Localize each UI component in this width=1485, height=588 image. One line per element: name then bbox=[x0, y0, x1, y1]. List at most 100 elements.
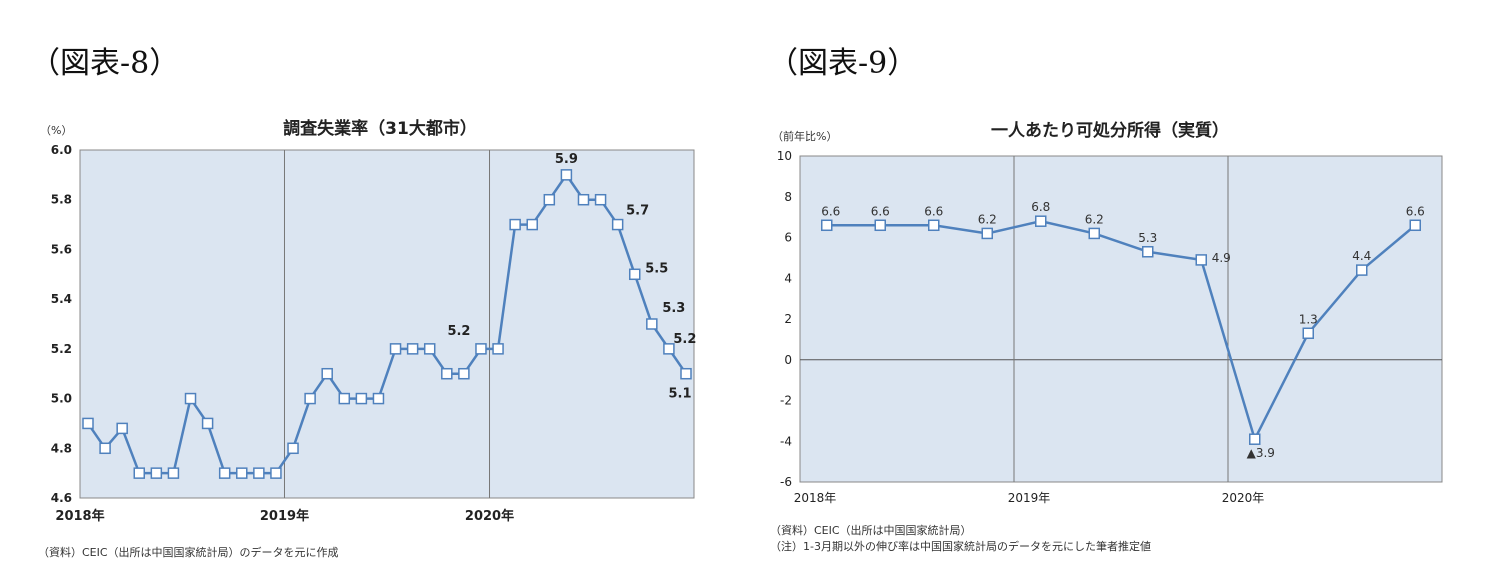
data-point bbox=[389, 343, 402, 355]
data-point bbox=[594, 193, 607, 206]
data-label: ▲3.9 bbox=[1247, 446, 1275, 460]
data-label: 6.2 bbox=[978, 212, 997, 226]
data-point bbox=[270, 467, 282, 479]
data-label: 5.9 bbox=[555, 152, 578, 167]
data-label: 6.8 bbox=[1031, 200, 1050, 214]
y-tick-label: 6.0 bbox=[51, 143, 72, 157]
data-point bbox=[577, 193, 590, 206]
x-tick-label: 2019年 bbox=[1008, 491, 1051, 505]
x-tick-label: 2018年 bbox=[794, 491, 837, 505]
data-point bbox=[1356, 264, 1368, 276]
data-label: 6.6 bbox=[821, 204, 840, 218]
data-label: 6.6 bbox=[871, 204, 890, 218]
data-point bbox=[1035, 215, 1047, 227]
unemployment-rate-chart: 調査失業率（31大都市） （%） 6.0 5.8 5.6 5.4 5.2 5.0 4.8 4.6 2… bbox=[40, 118, 696, 524]
y-tick-label: -6 bbox=[780, 475, 792, 489]
data-label: 5.2 bbox=[447, 324, 470, 339]
y-tick-label: 4.8 bbox=[51, 441, 72, 455]
data-point bbox=[99, 442, 111, 455]
data-point bbox=[218, 467, 231, 479]
y-tick-label: 5.6 bbox=[51, 242, 72, 256]
data-point bbox=[1142, 246, 1154, 258]
y-tick-label: 0 bbox=[784, 353, 792, 367]
data-point bbox=[628, 268, 641, 281]
data-point bbox=[1195, 254, 1207, 266]
data-point bbox=[560, 169, 573, 181]
data-point bbox=[1302, 327, 1314, 340]
data-label: 4.4 bbox=[1352, 249, 1371, 263]
data-point bbox=[184, 392, 197, 405]
data-point bbox=[372, 392, 385, 405]
data-point bbox=[981, 227, 993, 240]
data-label: 1.3 bbox=[1299, 312, 1318, 326]
y-tick-label: 5.0 bbox=[51, 392, 72, 406]
data-label: 6.6 bbox=[924, 204, 943, 218]
chart-title: 調査失業率（31大都市） bbox=[283, 118, 477, 139]
y-tick-label: 8 bbox=[784, 190, 792, 204]
chart-title: 一人あたり可処分所得（実質） bbox=[991, 120, 1229, 141]
data-point bbox=[646, 318, 658, 330]
data-point bbox=[304, 392, 316, 405]
x-tick-label: 2020年 bbox=[1222, 491, 1265, 505]
x-tick-label: 2018年 bbox=[55, 508, 104, 524]
data-label: 5.3 bbox=[1138, 231, 1157, 245]
data-point bbox=[82, 417, 94, 430]
chart9-footnote: （注）1-3月期以外の伸び率は中国国家統計局のデータを元にした筆者推定値 bbox=[770, 540, 1151, 553]
y-tick-label: 5.4 bbox=[51, 292, 72, 306]
data-point bbox=[150, 467, 163, 479]
data-point bbox=[133, 467, 146, 479]
data-point bbox=[492, 343, 504, 355]
y-tick-label: 4.6 bbox=[51, 491, 72, 505]
y-tick-label: 5.2 bbox=[51, 342, 72, 356]
data-point bbox=[287, 442, 299, 455]
data-point bbox=[236, 467, 248, 479]
y-tick-label: -2 bbox=[780, 394, 792, 408]
data-point bbox=[526, 218, 538, 231]
data-label: 4.9 bbox=[1212, 251, 1231, 265]
y-axis-unit: （前年比%） bbox=[772, 129, 837, 143]
data-point bbox=[116, 422, 128, 435]
data-point bbox=[338, 392, 351, 405]
data-point bbox=[355, 392, 368, 405]
x-tick-label: 2019年 bbox=[260, 508, 309, 524]
data-point bbox=[611, 218, 624, 231]
data-point bbox=[821, 219, 833, 232]
data-point bbox=[680, 367, 692, 380]
data-point bbox=[458, 367, 470, 380]
data-point bbox=[509, 218, 521, 231]
y-axis-unit: （%） bbox=[40, 124, 72, 137]
data-point bbox=[1249, 433, 1261, 445]
data-label: 6.6 bbox=[1406, 204, 1425, 218]
data-point bbox=[167, 467, 180, 479]
data-label: 5.3 bbox=[662, 301, 685, 316]
x-tick-label: 2020年 bbox=[465, 508, 514, 524]
chart8-source-note: （資料）CEIC（出所は中国国家統計局）のデータを元に作成 bbox=[38, 546, 339, 559]
data-point bbox=[1409, 219, 1421, 232]
chart9-source-note: （資料）CEIC（出所は中国国家統計局） bbox=[770, 524, 972, 537]
data-label: 6.2 bbox=[1085, 212, 1104, 226]
data-point bbox=[253, 467, 265, 479]
plot-area bbox=[799, 155, 1443, 483]
y-tick-label: 10 bbox=[777, 149, 792, 163]
figure-9-label: （図表-9） bbox=[768, 46, 918, 81]
data-label: 5.7 bbox=[626, 204, 649, 219]
data-point bbox=[543, 193, 556, 206]
data-point bbox=[663, 343, 675, 355]
data-point bbox=[874, 219, 886, 232]
data-point bbox=[423, 343, 436, 355]
data-point bbox=[1088, 227, 1100, 240]
data-point bbox=[406, 343, 419, 355]
data-label: 5.2 bbox=[673, 332, 696, 347]
y-tick-label: 4 bbox=[784, 271, 792, 285]
data-point bbox=[201, 417, 214, 430]
plot-area bbox=[79, 149, 695, 499]
series-line bbox=[826, 219, 1417, 443]
y-tick-label: 5.8 bbox=[51, 193, 72, 207]
data-point bbox=[475, 343, 487, 355]
data-label: 5.1 bbox=[668, 387, 691, 402]
figure-8-label: （図表-8） bbox=[30, 46, 180, 81]
data-point bbox=[928, 219, 940, 232]
y-tick-label: -4 bbox=[780, 434, 792, 448]
data-label: 5.5 bbox=[645, 261, 668, 276]
